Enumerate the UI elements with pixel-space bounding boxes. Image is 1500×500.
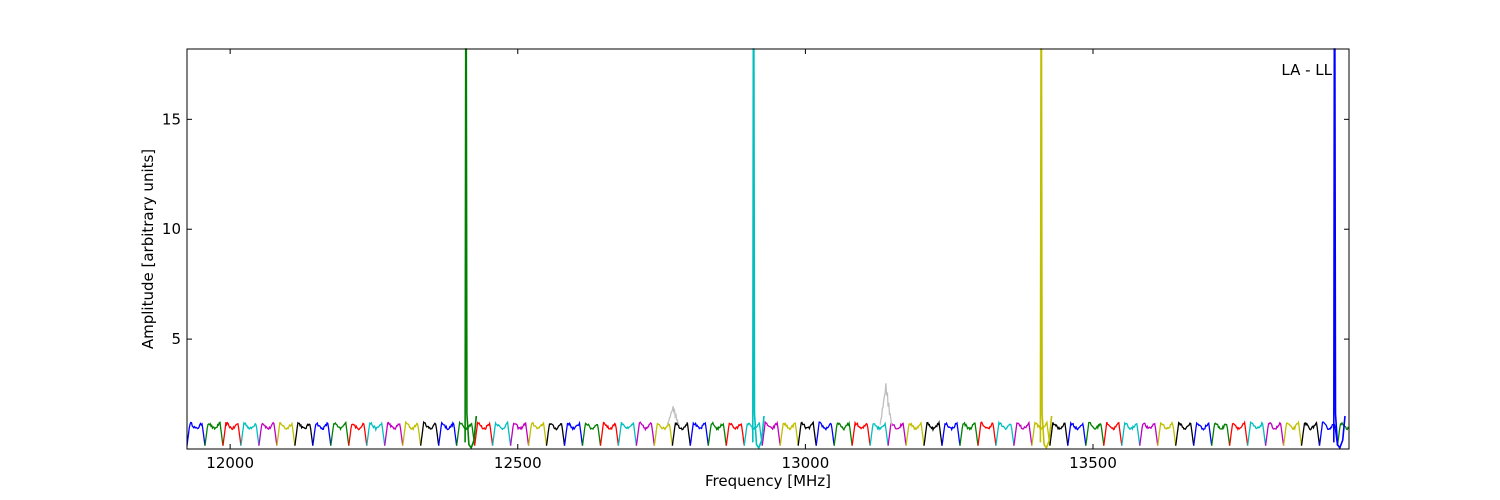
rfi-bump [879,383,893,425]
channel-curve [1175,421,1195,446]
channel-curve [1157,420,1177,446]
channel-curve [563,420,584,446]
channel-curve [797,420,817,446]
channel-curve [258,421,278,446]
channel-curve [1246,420,1267,446]
channel-curve [617,421,638,446]
channel-curve [545,422,566,446]
channel-curve [1193,421,1213,446]
channel-curve [977,421,997,446]
channel-curve [1013,420,1033,446]
baseline-label: LA - LL [1281,61,1332,79]
channel-curve [1282,420,1303,446]
plot-frame [186,48,1350,450]
channel-curve [635,421,656,446]
channel-curve [222,421,242,446]
channel-curve [779,422,799,446]
rfi-bump [666,406,680,426]
channel-curve [402,420,422,446]
channel-curve [869,421,889,446]
y-tick-label: 5 [171,330,181,348]
channel-curve [689,421,709,446]
x-tick-label: 12000 [206,454,254,472]
channel-curve [1067,420,1087,446]
channel-curve [851,420,871,446]
channel-curve [941,421,961,446]
channel-curve [761,420,781,446]
plot-background [187,49,1349,449]
channel-curve [1336,421,1350,446]
channel-curve [473,421,494,446]
channel-curve [330,420,350,446]
channel-curve [1049,422,1069,446]
channel-curve [581,422,602,446]
x-axis-title: Frequency [MHz] [705,472,831,490]
channel-curve [348,422,368,446]
channel-curve [527,421,548,446]
y-axis-title: Amplitude [arbitrary units] [139,149,157,349]
tick-layer: 12000 12500 13000 13500 5 10 15 [162,49,1349,472]
channel-curve [1085,421,1105,446]
channel-curve [366,421,386,446]
y-tick-label: 15 [162,110,181,128]
channel-curve [959,421,979,446]
channel-curve [1121,421,1141,446]
x-tick-label: 13000 [782,454,830,472]
channel-curve [240,421,260,446]
channel-curve [384,421,404,446]
channel-curve [420,420,440,446]
series-layer [186,383,1350,446]
channel-curve [438,421,458,446]
channel-curve [312,421,332,446]
channel-curve [923,420,943,446]
channel-curve [815,421,835,446]
channel-curve [995,420,1015,446]
channel-curve [599,421,620,446]
channel-curve [204,421,224,446]
channel-curve [725,422,745,446]
channel-curve [509,422,530,446]
y-tick-label: 10 [162,220,181,238]
channel-curve [294,421,314,446]
channel-curve [653,422,674,446]
channel-curve [833,420,853,446]
channel-curve [276,421,296,446]
channel-curve [1264,421,1285,446]
x-tick-label: 13500 [1069,454,1117,472]
channel-curve [671,421,691,446]
channel-curve [186,421,206,446]
channel-curve [707,421,727,446]
channel-curve [905,421,925,446]
channel-curve [1139,422,1159,446]
x-tick-label: 12500 [494,454,542,472]
channel-curve [1211,422,1231,446]
channel-curve [491,420,512,446]
channel-curve [1300,421,1321,446]
channel-curve [1228,420,1249,446]
channel-curve [1103,421,1123,446]
